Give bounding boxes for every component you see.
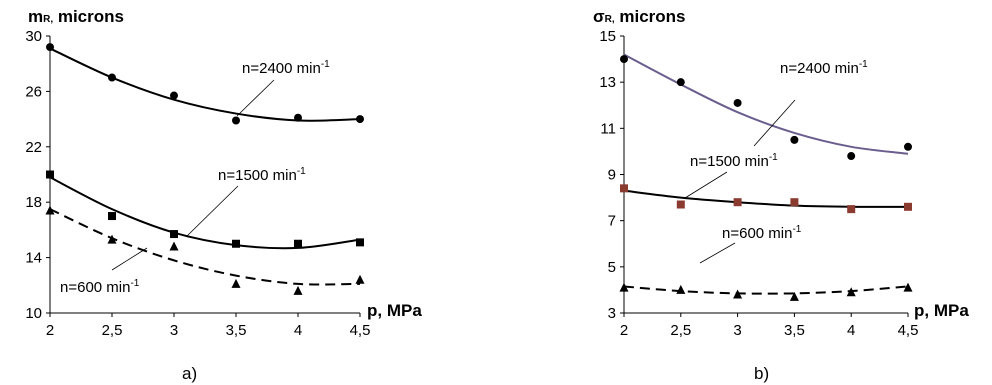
chart-a-point-series-0 [356,115,364,124]
chart-a-leader-2400 [236,79,275,117]
chart-b-point-series-0 [790,135,799,144]
chart-b-xtick-label: 2,5 [670,322,691,339]
chart-b-point-series-2 [676,284,686,294]
chart-a-caption: a) [182,364,197,383]
chart-b-point-series-1 [676,200,685,209]
chart-b-point-series-0 [733,98,742,107]
chart-a-point-series-1 [294,239,302,248]
chart-b-point-series-1 [733,198,742,207]
chart-a-ytick-label: 26 [25,83,42,100]
chart-a-point-series-0 [294,113,302,122]
chart-a-ytick-label: 22 [25,139,42,156]
chart-b-fit-curves [623,53,909,295]
chart-b-ytick-label: 5 [608,259,616,276]
chart-a-point-series-2 [355,274,365,284]
chart-b-point-series-1 [847,205,856,214]
chart-b: σR, microns 3 5 7 9 11 13 15 2 2,5 3 3,5 4 4,5 n=24… [593,7,969,383]
chart-b-point-series-1 [790,198,799,207]
chart-b-point-series-2 [903,282,913,292]
chart-a-xtick-label: 3 [170,322,178,339]
chart-b-ytick-label: 7 [608,213,616,230]
chart-b-ytick-label: 3 [608,305,616,322]
chart-b-leader-2400 [753,99,796,147]
chart-a-x-ticks: 2 2,5 3 3,5 4 4,5 [46,313,371,339]
chart-a-ylabel: mR, microns [28,7,124,26]
chart-b-ytick-label: 9 [608,167,616,184]
chart-b-leader-1500 [684,171,728,199]
chart-b-fit-series-1 [623,189,909,208]
chart-a-point-series-1 [356,238,364,247]
chart-a-fit-series-1 [49,176,361,250]
chart-a-xlabel: p, MPa [367,301,422,320]
chart-a-ann-600: n=600 min-1 [60,278,140,296]
chart-a-fit-curves [49,47,361,286]
chart-b-point-series-2 [619,282,629,292]
chart-a-xtick-label: 2 [46,322,54,339]
chart-a-ytick-label: 10 [25,305,42,322]
chart-b-ytick-label: 15 [599,28,616,45]
chart-a-y-ticks: 10 14 18 22 26 30 [25,28,50,322]
chart-b-xlabel: p, MPa [914,301,969,320]
chart-a-point-series-2 [169,241,179,251]
chart-b-leader-600 [699,242,736,264]
chart-a: mR, microns 10 14 18 22 26 30 2 2,5 3 3,5 4 4,5 n=… [25,7,422,383]
chart-a-point-series-2 [107,234,117,244]
chart-a-leader-600 [111,247,148,271]
chart-a-xtick-label: 4 [294,322,302,339]
chart-b-caption: b) [754,364,769,383]
chart-a-xtick-label: 2,5 [102,322,123,339]
chart-a-point-series-0 [46,43,54,52]
chart-b-ytick-label: 13 [599,74,616,91]
chart-a-point-series-2 [231,278,241,288]
chart-b-point-series-0 [847,152,856,161]
chart-b-xtick-label: 3,5 [784,322,805,339]
chart-b-xtick-label: 4 [847,322,855,339]
chart-b-point-series-0 [676,78,685,87]
chart-b-ann-2400: n=2400 min-1 [780,59,868,77]
chart-a-ytick-label: 18 [25,194,42,211]
chart-b-point-series-0 [904,142,912,151]
chart-b-ann-1500: n=1500 min-1 [690,152,778,170]
chart-a-ytick-label: 30 [25,28,42,45]
chart-a-point-series-1 [232,239,240,248]
chart-a-ann-1500: n=1500 min-1 [218,166,306,184]
chart-b-point-series-1 [620,184,628,193]
chart-a-point-series-1 [108,212,116,221]
chart-b-markers [619,55,913,301]
chart-b-point-series-1 [904,202,912,211]
chart-a-markers [45,43,365,295]
chart-b-fit-series-2 [623,285,909,295]
chart-a-ytick-label: 14 [25,250,42,267]
chart-b-ylabel: σR, microns [593,7,686,26]
chart-b-leader-lines [684,99,796,264]
chart-a-point-series-1 [46,170,54,179]
chart-a-point-series-1 [170,230,178,239]
chart-a-point-series-2 [293,285,303,295]
chart-a-fit-series-2 [49,208,361,286]
chart-b-point-series-2 [733,289,743,299]
chart-b-point-series-2 [789,291,799,301]
chart-b-point-series-0 [620,55,628,64]
chart-b-y-ticks: 3 5 7 9 11 13 15 [599,28,624,322]
chart-a-xtick-label: 4,5 [350,322,371,339]
chart-b-xtick-label: 3 [733,322,741,339]
chart-b-xtick-label: 2 [620,322,628,339]
chart-a-point-series-0 [170,91,178,100]
chart-a-xtick-label: 3,5 [226,322,247,339]
chart-b-xtick-label: 4,5 [898,322,919,339]
chart-b-x-ticks: 2 2,5 3 3,5 4 4,5 [620,313,919,339]
chart-a-leader-1500 [185,185,239,238]
chart-a-point-series-2 [45,205,55,215]
chart-b-ytick-label: 11 [600,120,616,137]
chart-a-point-series-0 [108,73,116,82]
chart-b-ann-600: n=600 min-1 [722,224,802,242]
chart-b-fit-series-0 [623,53,909,155]
chart-a-ann-2400: n=2400 min-1 [242,59,330,77]
chart-b-point-series-2 [846,287,856,297]
chart-a-point-series-0 [232,116,240,125]
chart-a-leader-lines [111,79,275,271]
